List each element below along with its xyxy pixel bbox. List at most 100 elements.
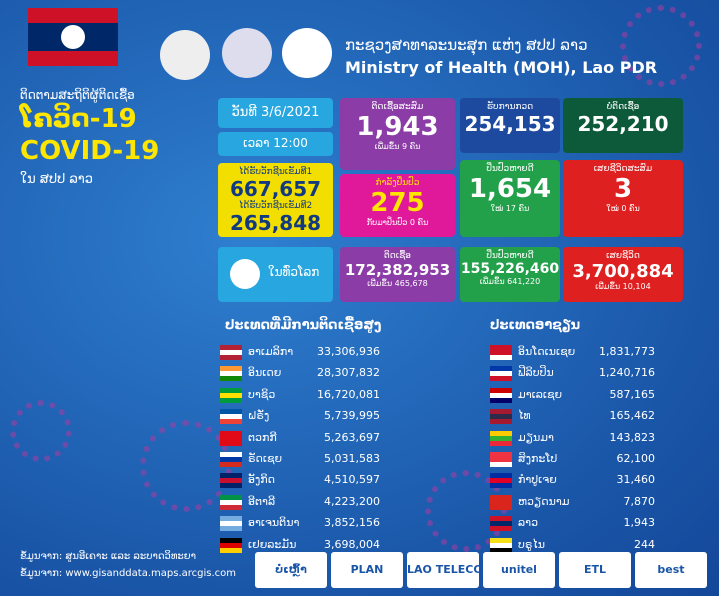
label: ຮັບການກວດ <box>486 102 534 112</box>
label: ກຳລັງປິ່ນປົວ <box>375 178 420 188</box>
flag <box>220 430 242 446</box>
stat-box: ປິ່ນປົວຫາຍດີ 1,654 ໃໝ່ 17 ຄົນ <box>460 160 560 237</box>
ministry-en: Ministry of Health (MOH), Lao PDR <box>345 58 658 77</box>
note: ກັບມາປິ່ນປົວ 0 ຄົນ <box>366 218 429 227</box>
country-value: 16,720,081 <box>317 387 380 401</box>
flag <box>490 345 512 360</box>
flag <box>220 409 242 425</box>
flag-stripe <box>220 414 242 420</box>
flag-stripe <box>490 376 512 382</box>
country-name: ມຽນມາ <box>518 430 554 444</box>
country-name: ອີຕາລີ <box>248 494 276 508</box>
flag-stripe <box>220 440 242 446</box>
stat-box: ເສຍຊີວິດ 3,700,884 ເພີ່ມຂຶ້ນ 10,104 <box>563 247 683 302</box>
value: 1,943 <box>356 112 439 142</box>
value: 155,226,460 <box>460 261 560 277</box>
flag-stripe <box>490 483 512 489</box>
flag-stripe <box>220 526 242 532</box>
label: ປິ່ນປົວຫາຍດີ <box>486 251 534 261</box>
country-name: ເຢຍລະມັນ <box>248 537 297 551</box>
country-value: 4,510,597 <box>324 473 380 487</box>
time: ເວລາ 12:00 <box>218 132 333 156</box>
flag-stripe <box>490 504 512 510</box>
label: ຕິດເຊື້ອສະສົມ <box>371 102 424 112</box>
flag <box>490 409 512 425</box>
country-name: ຣັດເຊຍ <box>248 452 283 465</box>
country-value: 1,240,716 <box>599 366 655 380</box>
country-name: ອາເຈນຕິນາ <box>248 516 300 530</box>
country-value: 244 <box>634 537 655 551</box>
flag-stripe <box>490 414 512 420</box>
flag-stripe <box>220 516 242 522</box>
flag-stripe <box>490 457 512 462</box>
note: ເພີ່ມຂຶ້ນ 465,678 <box>367 279 428 288</box>
flag <box>490 537 512 553</box>
label: ໃນທົ່ວໂລກ <box>268 265 320 279</box>
flag-stripe <box>490 494 512 500</box>
flag-stripe <box>490 547 512 553</box>
source: ຂໍ້ມູນຈາກ: www.gisanddata.maps.arcgis.co… <box>20 568 237 579</box>
flag-stripe <box>220 409 242 415</box>
value: 172,382,953 <box>344 261 451 279</box>
flag-stripe <box>220 521 242 527</box>
note: ເພີ່ມຂຶ້ນ 10,104 <box>595 282 651 291</box>
country-value: 5,031,583 <box>324 452 380 465</box>
flag-stripe <box>490 430 512 436</box>
flag-stripe <box>490 435 512 441</box>
country-name: ຫວຽດນາມ <box>518 494 570 508</box>
country-value: 7,870 <box>623 494 656 508</box>
flag-stripe <box>220 547 242 553</box>
stat-box: ເສຍຊີວິດສະສົມ 3 ໃໝ່ 0 ຄົນ <box>563 160 683 237</box>
country-value: 165,462 <box>609 409 656 423</box>
stat-box: ປິ່ນປົວຫາຍດີ 155,226,460 ເພີ່ມຂຶ້ນ 641,2… <box>460 247 560 302</box>
flag <box>490 366 512 382</box>
country-value: 143,823 <box>609 430 656 444</box>
flag-stripe <box>220 350 242 355</box>
flag-stripe <box>220 371 242 377</box>
flag-stripe <box>490 371 512 377</box>
country-value: 1,831,773 <box>599 345 655 358</box>
flag-stripe <box>220 537 242 543</box>
value: 667,657 <box>229 177 322 201</box>
label: ໄດ້ຮັບວັກຊີນເຂັມທີ2 <box>238 201 313 211</box>
sponsor-logo: unitel <box>483 552 555 588</box>
label: ຕິດເຊື້ອ <box>383 251 412 261</box>
country-name: ອັງກິດ <box>248 473 276 487</box>
flag <box>490 387 512 403</box>
flag <box>220 452 242 467</box>
note: ໃໝ່ 0 ຄົນ <box>606 204 640 213</box>
country-value: 5,263,697 <box>324 430 380 444</box>
flag-stripe <box>490 452 512 457</box>
flag-stripe <box>490 350 512 355</box>
logo <box>160 30 210 80</box>
flag-stripe <box>220 435 242 441</box>
subtitle: ໃນ ສປປ ລາວ <box>20 172 94 187</box>
country-name: ລາວ <box>518 516 539 530</box>
sponsor-logo: ບໍ່ເຫຼົ້າ <box>255 552 327 588</box>
value: 252,210 <box>577 112 669 136</box>
flag-stripe <box>220 430 242 436</box>
flag-stripe <box>490 473 512 479</box>
country-value: 62,100 <box>616 452 656 465</box>
stat-box: ຮັບການກວດ 254,153 <box>460 98 560 153</box>
sponsor-logo: LAO TELECOM <box>407 552 479 588</box>
flag-stripe <box>220 452 242 457</box>
flag-stripe <box>220 457 242 462</box>
flag <box>490 430 512 446</box>
flag-stripe <box>490 478 512 484</box>
country-name: ບຣູໄນ <box>518 537 546 551</box>
flag <box>220 387 242 403</box>
logo <box>222 28 272 78</box>
country-value: 3,698,004 <box>324 537 380 551</box>
flag-stripe <box>490 366 512 372</box>
flag-stripe <box>220 355 242 360</box>
decoration <box>425 470 507 552</box>
flag-stripe <box>220 504 242 510</box>
country-name: ອາເມລິກາ <box>248 345 294 358</box>
flag-stripe <box>220 397 242 403</box>
decoration <box>140 420 232 512</box>
flag-stripe <box>490 440 512 446</box>
flag-stripe <box>490 462 512 467</box>
flag-stripe <box>220 387 242 393</box>
